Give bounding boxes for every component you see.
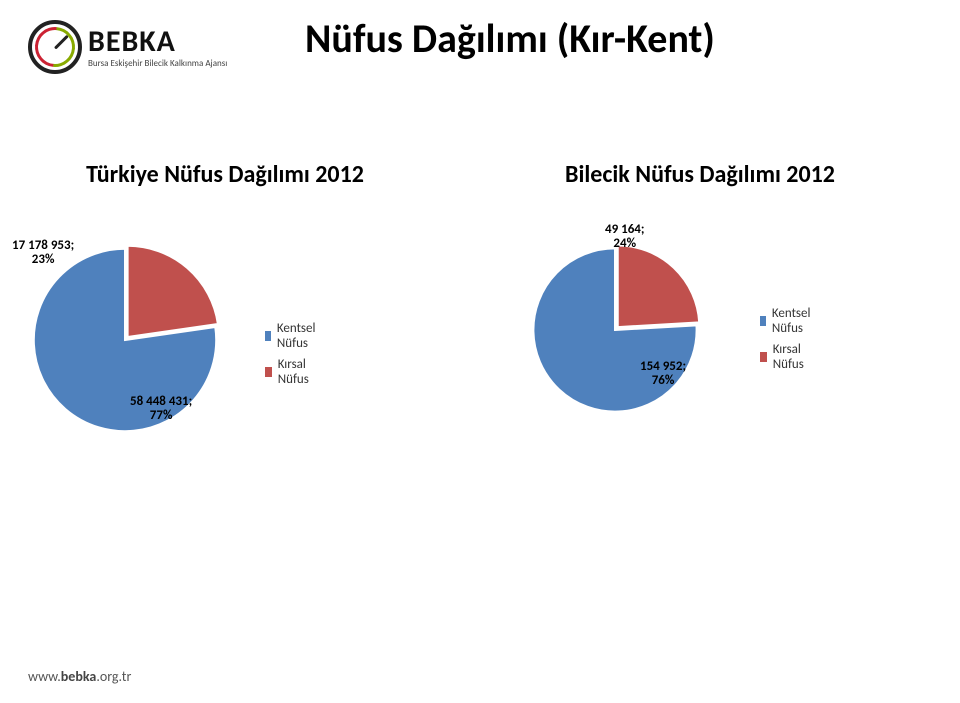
swatch-kirsal bbox=[760, 352, 767, 362]
brand-logo: BEBKA Bursa Eskişehir Bilecik Kalkınma A… bbox=[28, 20, 227, 74]
brand-name: BEBKA bbox=[88, 27, 227, 57]
pie-svg bbox=[530, 245, 700, 415]
right-chart-title: Bilecik Nüfus Dağılımı 2012 bbox=[535, 160, 865, 190]
turkey-pie-chart: 17 178 953;23% 58 448 431;77% Kentsel Nü… bbox=[30, 245, 220, 435]
legend-label-kirsal: Kırsal Nüfus bbox=[278, 357, 320, 387]
legend-row-kentsel: Kentsel Nüfus bbox=[760, 306, 815, 336]
gauge-icon bbox=[28, 20, 82, 74]
footer-domain: bebka bbox=[61, 668, 97, 685]
right-label-kirsal: 49 164;24% bbox=[605, 223, 644, 252]
bilecik-pie: 49 164;24% 154 952;76% bbox=[530, 245, 700, 415]
left-chart-title: Türkiye Nüfus Dağılımı 2012 bbox=[60, 160, 390, 190]
legend-label-kentsel: Kentsel Nüfus bbox=[772, 306, 815, 336]
right-label-kentsel: 154 952;76% bbox=[640, 360, 686, 389]
page-title: Nüfus Dağılımı (Kır-Kent) bbox=[305, 14, 715, 63]
brand-subtitle: Bursa Eskişehir Bilecik Kalkınma Ajansı bbox=[88, 59, 227, 68]
right-legend: Kentsel Nüfus Kırsal Nüfus bbox=[760, 300, 815, 378]
legend-label-kirsal: Kırsal Nüfus bbox=[773, 342, 815, 372]
swatch-kentsel bbox=[265, 331, 271, 341]
footer-url: www.bebka.org.tr bbox=[28, 668, 131, 685]
brand-text: BEBKA Bursa Eskişehir Bilecik Kalkınma A… bbox=[88, 27, 227, 68]
legend-label-kentsel: Kentsel Nüfus bbox=[277, 321, 320, 351]
swatch-kirsal bbox=[265, 367, 272, 377]
left-label-kentsel: 58 448 431;77% bbox=[130, 395, 192, 424]
legend-row-kirsal: Kırsal Nüfus bbox=[760, 342, 815, 372]
swatch-kentsel bbox=[760, 316, 766, 326]
turkey-pie: 17 178 953;23% 58 448 431;77% bbox=[30, 245, 220, 435]
left-legend: Kentsel Nüfus Kırsal Nüfus bbox=[265, 315, 320, 393]
legend-row-kirsal: Kırsal Nüfus bbox=[265, 357, 320, 387]
bilecik-pie-chart: 49 164;24% 154 952;76% Kentsel Nüfus Kır… bbox=[530, 245, 700, 415]
legend-row-kentsel: Kentsel Nüfus bbox=[265, 321, 320, 351]
left-label-kirsal: 17 178 953;23% bbox=[12, 239, 74, 268]
